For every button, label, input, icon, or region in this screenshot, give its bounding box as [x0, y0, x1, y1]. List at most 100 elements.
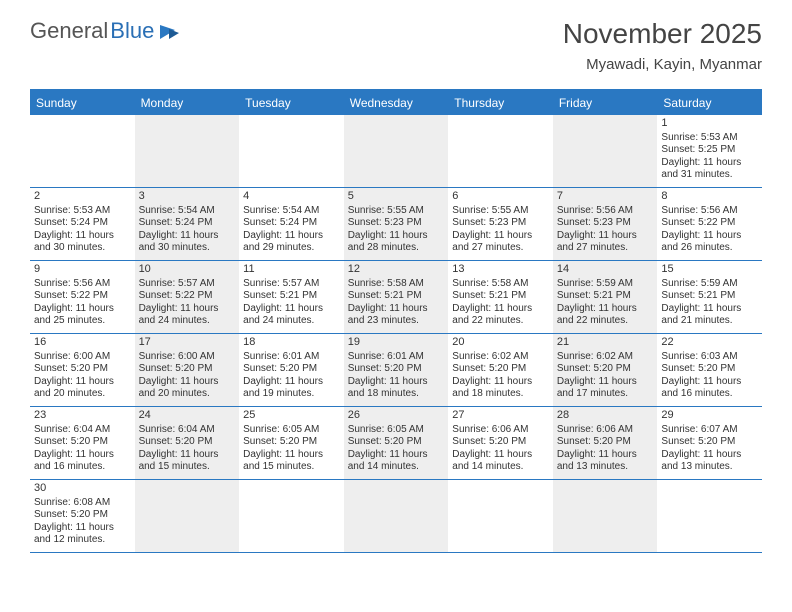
day-number: 16 [34, 336, 131, 350]
sunrise-line: Sunrise: 5:59 AM [661, 278, 758, 291]
daylight-line: Daylight: 11 hours and 15 minutes. [243, 449, 340, 474]
calendar-cell: 21Sunrise: 6:02 AMSunset: 5:20 PMDayligh… [553, 334, 658, 406]
day-number: 27 [452, 409, 549, 423]
daylight-line: Daylight: 11 hours and 19 minutes. [243, 376, 340, 401]
day-number: 10 [139, 263, 236, 277]
daylight-line: Daylight: 11 hours and 31 minutes. [661, 157, 758, 182]
sunset-line: Sunset: 5:23 PM [557, 217, 654, 230]
sunrise-line: Sunrise: 6:07 AM [661, 424, 758, 437]
sunset-line: Sunset: 5:20 PM [557, 436, 654, 449]
sunrise-line: Sunrise: 5:54 AM [139, 205, 236, 218]
sunset-line: Sunset: 5:23 PM [348, 217, 445, 230]
flag-icon [159, 20, 181, 46]
sunset-line: Sunset: 5:21 PM [243, 290, 340, 303]
day-header: Saturday [657, 91, 762, 115]
day-number: 15 [661, 263, 758, 277]
sunrise-line: Sunrise: 5:55 AM [452, 205, 549, 218]
calendar-cell: 1Sunrise: 5:53 AMSunset: 5:25 PMDaylight… [657, 115, 762, 187]
calendar-cell: 20Sunrise: 6:02 AMSunset: 5:20 PMDayligh… [448, 334, 553, 406]
sunset-line: Sunset: 5:25 PM [661, 144, 758, 157]
daylight-line: Daylight: 11 hours and 16 minutes. [661, 376, 758, 401]
sunrise-line: Sunrise: 5:59 AM [557, 278, 654, 291]
sunrise-line: Sunrise: 5:58 AM [452, 278, 549, 291]
calendar-cell: 8Sunrise: 5:56 AMSunset: 5:22 PMDaylight… [657, 188, 762, 260]
sunrise-line: Sunrise: 6:03 AM [661, 351, 758, 364]
day-number: 7 [557, 190, 654, 204]
daylight-line: Daylight: 11 hours and 13 minutes. [661, 449, 758, 474]
header: General Blue November 2025 Myawadi, Kayi… [0, 0, 792, 81]
day-number: 1 [661, 117, 758, 131]
sunset-line: Sunset: 5:20 PM [661, 363, 758, 376]
calendar-cell [553, 480, 658, 552]
calendar-cell: 2Sunrise: 5:53 AMSunset: 5:24 PMDaylight… [30, 188, 135, 260]
calendar-cell: 26Sunrise: 6:05 AMSunset: 5:20 PMDayligh… [344, 407, 449, 479]
sunrise-line: Sunrise: 5:53 AM [34, 205, 131, 218]
logo: General Blue [30, 18, 181, 44]
daylight-line: Daylight: 11 hours and 18 minutes. [348, 376, 445, 401]
day-number: 6 [452, 190, 549, 204]
calendar-week: 9Sunrise: 5:56 AMSunset: 5:22 PMDaylight… [30, 261, 762, 334]
daylight-line: Daylight: 11 hours and 22 minutes. [557, 303, 654, 328]
day-number: 17 [139, 336, 236, 350]
daylight-line: Daylight: 11 hours and 14 minutes. [452, 449, 549, 474]
sunrise-line: Sunrise: 5:58 AM [348, 278, 445, 291]
calendar-week: 30Sunrise: 6:08 AMSunset: 5:20 PMDayligh… [30, 480, 762, 553]
day-number: 30 [34, 482, 131, 496]
sunset-line: Sunset: 5:20 PM [557, 363, 654, 376]
calendar-cell: 18Sunrise: 6:01 AMSunset: 5:20 PMDayligh… [239, 334, 344, 406]
sunrise-line: Sunrise: 5:56 AM [557, 205, 654, 218]
sunset-line: Sunset: 5:22 PM [661, 217, 758, 230]
sunrise-line: Sunrise: 5:56 AM [34, 278, 131, 291]
sunrise-line: Sunrise: 6:05 AM [243, 424, 340, 437]
sunset-line: Sunset: 5:20 PM [34, 436, 131, 449]
sunset-line: Sunset: 5:20 PM [348, 363, 445, 376]
sunrise-line: Sunrise: 6:04 AM [34, 424, 131, 437]
calendar-week: 2Sunrise: 5:53 AMSunset: 5:24 PMDaylight… [30, 188, 762, 261]
sunset-line: Sunset: 5:22 PM [34, 290, 131, 303]
day-number: 24 [139, 409, 236, 423]
sunset-line: Sunset: 5:24 PM [243, 217, 340, 230]
sunrise-line: Sunrise: 6:05 AM [348, 424, 445, 437]
calendar-week: 1Sunrise: 5:53 AMSunset: 5:25 PMDaylight… [30, 115, 762, 188]
sunset-line: Sunset: 5:20 PM [243, 363, 340, 376]
calendar-cell: 13Sunrise: 5:58 AMSunset: 5:21 PMDayligh… [448, 261, 553, 333]
calendar-cell: 10Sunrise: 5:57 AMSunset: 5:22 PMDayligh… [135, 261, 240, 333]
day-number: 5 [348, 190, 445, 204]
day-number: 23 [34, 409, 131, 423]
calendar-cell [239, 115, 344, 187]
day-number: 29 [661, 409, 758, 423]
sunrise-line: Sunrise: 6:01 AM [243, 351, 340, 364]
daylight-line: Daylight: 11 hours and 18 minutes. [452, 376, 549, 401]
calendar-cell: 11Sunrise: 5:57 AMSunset: 5:21 PMDayligh… [239, 261, 344, 333]
day-number: 8 [661, 190, 758, 204]
daylight-line: Daylight: 11 hours and 15 minutes. [139, 449, 236, 474]
calendar-cell: 16Sunrise: 6:00 AMSunset: 5:20 PMDayligh… [30, 334, 135, 406]
calendar-cell: 29Sunrise: 6:07 AMSunset: 5:20 PMDayligh… [657, 407, 762, 479]
day-number: 3 [139, 190, 236, 204]
logo-text-general: General [30, 18, 108, 44]
sunset-line: Sunset: 5:20 PM [661, 436, 758, 449]
calendar-cell [344, 480, 449, 552]
sunset-line: Sunset: 5:20 PM [34, 509, 131, 522]
sunrise-line: Sunrise: 5:56 AM [661, 205, 758, 218]
daylight-line: Daylight: 11 hours and 30 minutes. [34, 230, 131, 255]
day-number: 12 [348, 263, 445, 277]
calendar-cell: 5Sunrise: 5:55 AMSunset: 5:23 PMDaylight… [344, 188, 449, 260]
calendar-weeks: 1Sunrise: 5:53 AMSunset: 5:25 PMDaylight… [30, 115, 762, 553]
calendar-cell: 28Sunrise: 6:06 AMSunset: 5:20 PMDayligh… [553, 407, 658, 479]
sunset-line: Sunset: 5:22 PM [139, 290, 236, 303]
page-subtitle: Myawadi, Kayin, Myanmar [563, 56, 762, 73]
daylight-line: Daylight: 11 hours and 17 minutes. [557, 376, 654, 401]
day-number: 25 [243, 409, 340, 423]
calendar-cell [657, 480, 762, 552]
daylight-line: Daylight: 11 hours and 25 minutes. [34, 303, 131, 328]
calendar-cell: 4Sunrise: 5:54 AMSunset: 5:24 PMDaylight… [239, 188, 344, 260]
sunset-line: Sunset: 5:21 PM [661, 290, 758, 303]
day-header: Sunday [30, 91, 135, 115]
calendar-cell: 14Sunrise: 5:59 AMSunset: 5:21 PMDayligh… [553, 261, 658, 333]
day-number: 22 [661, 336, 758, 350]
day-header: Friday [553, 91, 658, 115]
sunrise-line: Sunrise: 5:57 AM [139, 278, 236, 291]
daylight-line: Daylight: 11 hours and 26 minutes. [661, 230, 758, 255]
sunset-line: Sunset: 5:20 PM [452, 436, 549, 449]
